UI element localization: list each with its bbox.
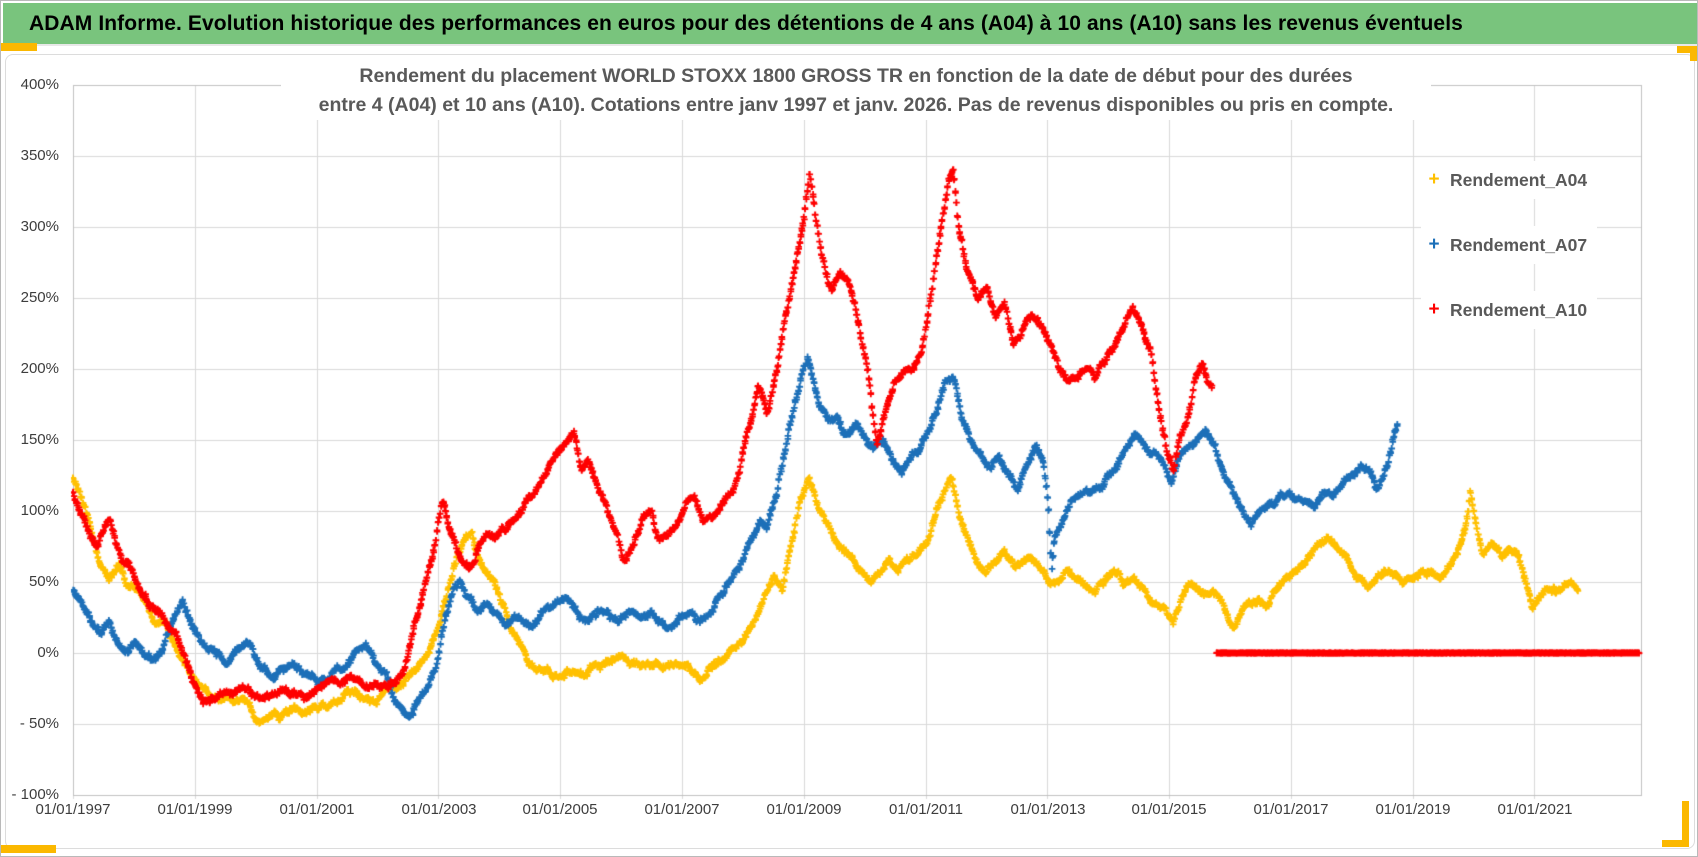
legend-item-a10[interactable]: + Rendement_A10 [1421,291,1598,329]
x-axis-label: 01/01/2005 [522,801,598,818]
y-axis-label: 0% [37,644,59,661]
header-title: ADAM Informe. Evolution historique des p… [29,11,1463,35]
plus-marker-icon: + [1428,169,1440,190]
chart-legend: + Rendement_A04 + Rendement_A07 + Rendem… [1421,161,1598,356]
y-axis-label: 100% [20,502,59,519]
y-axis-label: 350% [20,147,59,164]
x-axis-label: 01/01/2001 [279,801,355,818]
y-axis-label: 200% [20,360,59,377]
gold-accent-top-left [1,43,37,51]
x-axis-label: 01/01/2007 [644,801,720,818]
chart-title: Rendement du placement WORLD STOXX 1800 … [281,62,1431,120]
plus-marker-icon: + [1428,234,1440,255]
y-axis-label: 50% [28,573,59,590]
y-axis-label: 150% [20,431,59,448]
x-axis-label: 01/01/2003 [401,801,477,818]
y-axis-label: - 50% [19,715,59,732]
legend-item-label: Rendement_A07 [1450,234,1588,255]
y-axis-label: 250% [20,289,59,306]
x-axis-label: 01/01/2015 [1131,801,1207,818]
x-axis-label: 01/01/2011 [889,801,963,818]
x-axis-label: 01/01/2019 [1375,801,1451,818]
chart-title-line-1: Rendement du placement WORLD STOXX 1800 … [359,65,1353,87]
gold-accent-bottom-left [1,845,56,853]
legend-item-a07[interactable]: + Rendement_A07 [1421,226,1598,264]
x-axis-label: 01/01/1997 [35,801,111,818]
x-axis-label: 01/01/1999 [157,801,233,818]
legend-item-a04[interactable]: + Rendement_A04 [1421,161,1598,199]
x-axis-label: 01/01/2013 [1010,801,1086,818]
legend-item-label: Rendement_A10 [1450,299,1588,320]
x-axis-label: 01/01/2017 [1253,801,1329,818]
y-axis-label: 300% [20,218,59,235]
header-banner: ADAM Informe. Evolution historique des p… [3,3,1697,46]
x-axis-label: 01/01/2021 [1497,801,1573,818]
gold-accent-top-right [1677,46,1697,61]
legend-item-label: Rendement_A04 [1450,169,1588,190]
y-axis-label: 400% [20,76,59,93]
plus-marker-icon: + [1428,299,1440,320]
chart-title-line-2: entre 4 (A04) et 10 ans (A10). Cotations… [318,94,1394,116]
gold-accent-bottom-right [1662,801,1689,847]
x-axis-label: 01/01/2009 [766,801,842,818]
